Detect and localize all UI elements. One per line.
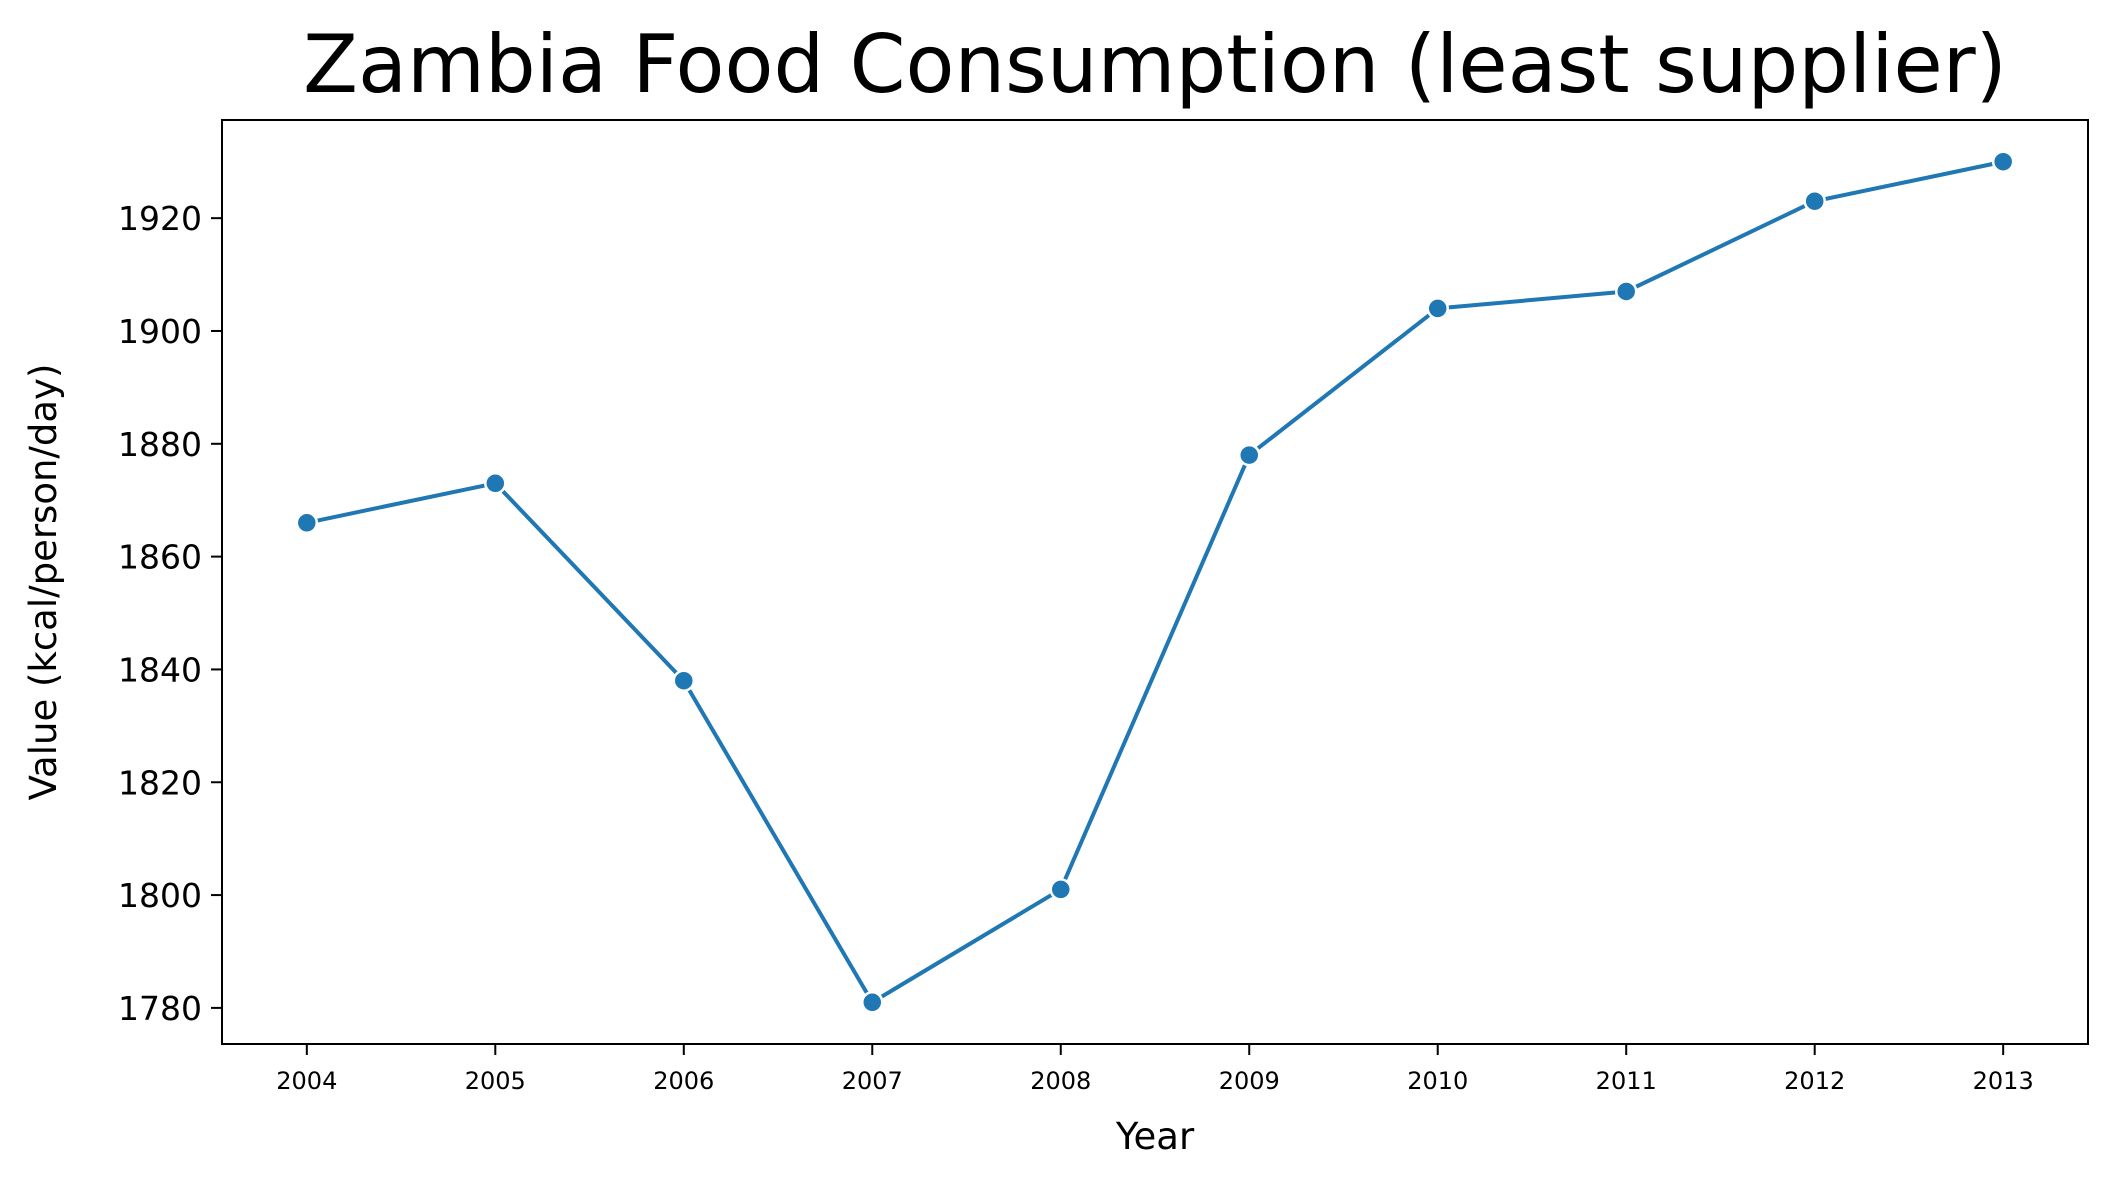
data-point — [672, 669, 696, 692]
x-tick-label: 2013 — [1973, 1067, 2034, 1095]
data-point — [1803, 189, 1826, 213]
plot-frame — [221, 119, 2089, 1045]
x-tick-label: 2004 — [276, 1067, 337, 1095]
x-tick-label: 2010 — [1407, 1067, 1468, 1095]
y-tick-label: 1800 — [118, 876, 202, 915]
y-axis-label: Value (kcal/person/day) — [22, 364, 65, 801]
data-point — [1614, 280, 1638, 303]
data-point — [484, 472, 507, 495]
data-point — [295, 511, 319, 535]
y-tick-label: 1860 — [118, 538, 202, 577]
x-tick-label: 2007 — [842, 1067, 903, 1095]
y-tick-label: 1840 — [118, 650, 202, 689]
data-point — [861, 991, 884, 1014]
y-tick-label: 1920 — [118, 199, 202, 238]
x-axis-label: Year — [1115, 1115, 1195, 1158]
data-point — [1237, 443, 1261, 467]
x-tick-label: 2009 — [1219, 1067, 1280, 1095]
x-tick-label: 2008 — [1030, 1067, 1091, 1095]
y-axis: 1780 1800 1820 1840 1860 1880 1900 1920 — [118, 199, 222, 1028]
y-tick-label: 1900 — [118, 312, 202, 351]
x-tick-label: 2006 — [653, 1067, 714, 1095]
y-tick-label: 1820 — [118, 763, 202, 802]
x-tick-label: 2012 — [1784, 1067, 1845, 1095]
x-tick-label: 2011 — [1596, 1067, 1657, 1095]
series-line — [306, 159, 2004, 1005]
y-tick-label: 1880 — [118, 425, 202, 464]
data-point — [1991, 150, 2015, 173]
data-series — [295, 150, 2015, 1014]
x-tick-label: 2005 — [465, 1067, 526, 1095]
data-point — [1049, 878, 1073, 901]
chart-title: Zambia Food Consumption (least supplier) — [303, 18, 2007, 111]
x-axis: 2004 2005 2006 2007 2008 2009 2010 2011 2012 2013 — [276, 1044, 2034, 1095]
data-point — [1426, 297, 1449, 320]
y-tick-label: 1780 — [118, 989, 202, 1028]
